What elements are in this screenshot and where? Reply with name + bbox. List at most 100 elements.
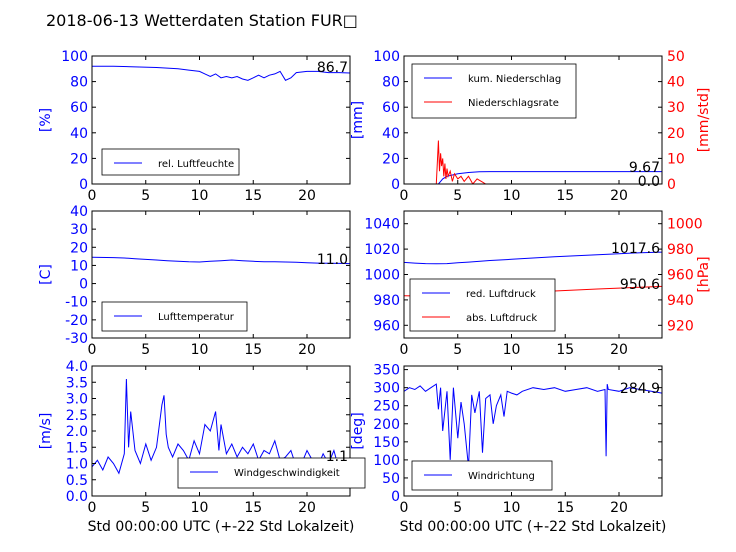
y2-tick-label: 0 (667, 177, 676, 193)
current-value-label: 11.0 (317, 252, 348, 268)
panel-6: 0 5 10 15 20050100150200250300350[deg]Windri… (350, 363, 666, 535)
x-tick-label: 15 (244, 500, 262, 516)
x-tick-label: 10 (191, 188, 209, 204)
x-tick-label: 20 (298, 342, 316, 358)
y2-tick-label: 1000 (667, 217, 703, 233)
y2-tick-label: 10 (667, 151, 685, 167)
x-tick-label: 0 (400, 500, 409, 516)
x-tick-label: 15 (244, 342, 262, 358)
current-value-label: 284.9 (620, 381, 660, 397)
y-tick-label: 0 (79, 177, 88, 193)
series-line-1 (92, 256, 350, 265)
y-tick-label: 300 (373, 381, 400, 397)
y-tick-label: 0.5 (66, 473, 88, 489)
current-value-label: 1017.6 (611, 241, 660, 257)
legend-box (409, 278, 556, 332)
y-tick-label: 350 (373, 363, 400, 379)
y-tick-label: 10 (70, 258, 88, 274)
series-line-2 (404, 140, 662, 184)
x-tick-label: 5 (141, 342, 150, 358)
legend-box (177, 457, 366, 489)
x-tick-label: 5 (453, 342, 462, 358)
y-tick-label: 1020 (364, 242, 400, 258)
y-tick-label: 20 (382, 151, 400, 167)
y-tick-label: 2.0 (66, 424, 88, 440)
y-tick-label: 0.0 (66, 489, 88, 505)
current-value-label-right: 950.6 (620, 277, 660, 293)
legend-box (411, 460, 553, 491)
y2-tick-label: 920 (667, 318, 694, 334)
plot-frame (91, 210, 351, 339)
y-tick-label: -30 (65, 331, 88, 347)
y-tick-label: 100 (373, 49, 400, 65)
y-tick-label: 1040 (364, 217, 400, 233)
series-line-1 (404, 171, 662, 184)
y-tick-label: 0 (391, 489, 400, 505)
y-tick-label: 40 (70, 204, 88, 220)
x-tick-label: 10 (503, 188, 521, 204)
y-tick-label: 0 (79, 277, 88, 293)
y-axis-label: [deg] (350, 412, 366, 449)
x-tick-label: 20 (298, 188, 316, 204)
legend-label: rel. Luftfeuchte (158, 159, 234, 170)
y2-axis-label: [mm/std] (696, 88, 712, 153)
legend-box (411, 63, 577, 119)
y-axis-label: [%] (38, 108, 54, 132)
y-tick-label: 150 (373, 435, 400, 451)
plot-frame (403, 365, 663, 497)
y-tick-label: 40 (382, 126, 400, 142)
y2-tick-label: 940 (667, 293, 694, 309)
y-tick-label: 40 (70, 126, 88, 142)
current-value-label: 86.7 (317, 60, 348, 76)
plot-frame (403, 55, 663, 185)
legend-label: abs. Luftdruck (466, 313, 537, 324)
x-tick-label: 5 (453, 500, 462, 516)
y-tick-label: 60 (70, 100, 88, 116)
y2-tick-label: 40 (667, 75, 685, 91)
y-tick-label: 1.5 (66, 440, 88, 456)
y-tick-label: -10 (65, 295, 88, 311)
y2-tick-label: 20 (667, 126, 685, 142)
y2-tick-label: 960 (667, 268, 694, 284)
legend: rel. Luftfeuchte (101, 148, 240, 176)
y2-tick-label: 50 (667, 49, 685, 65)
panel-3: 0 5 10 15 20 -30 -20 -10 0 10 20 30 40 [C] Lufttempera… (38, 204, 351, 358)
y2-tick-label: 980 (667, 242, 694, 258)
current-value-label: 1.1 (326, 449, 348, 465)
panel-1: 0 5 10 15 20 0 20 40 60 80 100 [%] rel. Luftfeuchte 8… (38, 49, 351, 204)
x-tick-label: 15 (556, 342, 574, 358)
y-tick-label: 30 (70, 222, 88, 238)
x-tick-label: 20 (610, 500, 628, 516)
x-tick-label: 10 (191, 500, 209, 516)
x-tick-label: 0 (88, 500, 97, 516)
legend-label: Lufttemperatur (158, 312, 235, 323)
legend-label: Windrichtung (468, 471, 535, 482)
x-tick-label: 20 (610, 188, 628, 204)
legend-label: Windgeschwindigkeit (234, 468, 340, 479)
y-axis-label: [C] (38, 264, 54, 285)
y-axis-label: [m/s] (38, 413, 54, 450)
y2-tick-label: 30 (667, 100, 685, 116)
legend: Windrichtung (411, 460, 553, 491)
y-tick-label: 20 (70, 151, 88, 167)
legend: red. Luftdruck abs. Luftdruck (409, 278, 556, 332)
legend: Lufttemperatur (101, 301, 248, 332)
x-tick-label: 0 (88, 188, 97, 204)
y-tick-label: 1000 (364, 268, 400, 284)
x-tick-label: 20 (298, 500, 316, 516)
y-tick-label: 100 (61, 49, 88, 65)
panel-4: 0 5 10 15 20 960 980 1000 1020 1040 920 940 960 980 10… (364, 210, 712, 358)
series-line-1 (404, 251, 662, 265)
y-tick-label: 3.5 (66, 375, 88, 391)
x-tick-label: 20 (610, 342, 628, 358)
legend: Windgeschwindigkeit (177, 457, 366, 489)
x-tick-label: 15 (556, 188, 574, 204)
x-tick-label: 15 (244, 188, 262, 204)
figure-title: 2018-06-13 Wetterdaten Station FUR□ (46, 11, 358, 30)
legend-label: kum. Niederschlag (468, 74, 561, 85)
legend: kum. Niederschlag Niederschlagsrate (411, 63, 577, 119)
y-tick-label: 250 (373, 399, 400, 415)
current-value-label-right: 0.0 (638, 174, 660, 190)
y-tick-label: 4.0 (66, 359, 88, 375)
